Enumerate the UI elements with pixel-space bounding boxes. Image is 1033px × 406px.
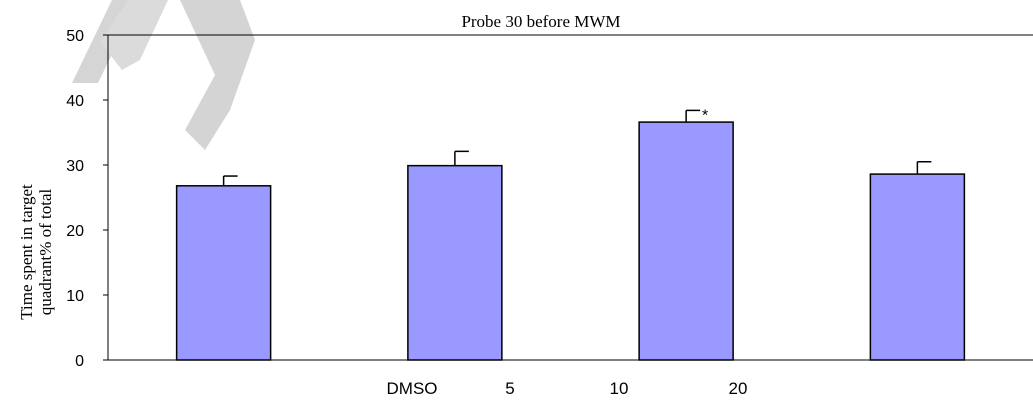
y-tick-label: 50: [66, 28, 84, 45]
x-tick-label: 10: [610, 379, 629, 398]
significance-marker: *: [702, 107, 708, 124]
y-tick-label: 10: [66, 288, 84, 305]
y-tick-label: 30: [66, 158, 84, 175]
y-axis-label: Time spent in target quadrant% of total: [17, 184, 55, 320]
y-axis-label-line-1: Time spent in target: [17, 184, 36, 320]
y-tick-label: 20: [66, 223, 84, 240]
chart-title: Probe 30 before MWM: [461, 12, 620, 31]
bar: [175, 185, 272, 361]
y-tick-label: 40: [66, 93, 84, 110]
bar: [407, 164, 503, 361]
bars: *: [175, 107, 966, 361]
x-tick-labels: DMSO 5 10 20: [387, 379, 748, 398]
x-tick-label: 20: [729, 379, 748, 398]
x-tick-label: DMSO: [387, 379, 438, 398]
x-tick-label: 5: [505, 379, 514, 398]
y-axis-label-line-2: quadrant% of total: [36, 188, 55, 315]
y-ticks: 0 10 20 30 40 50: [66, 28, 108, 370]
watermark: [72, 0, 255, 150]
y-tick-label: 0: [75, 353, 84, 370]
bar: [869, 173, 966, 361]
bar: [638, 121, 734, 361]
